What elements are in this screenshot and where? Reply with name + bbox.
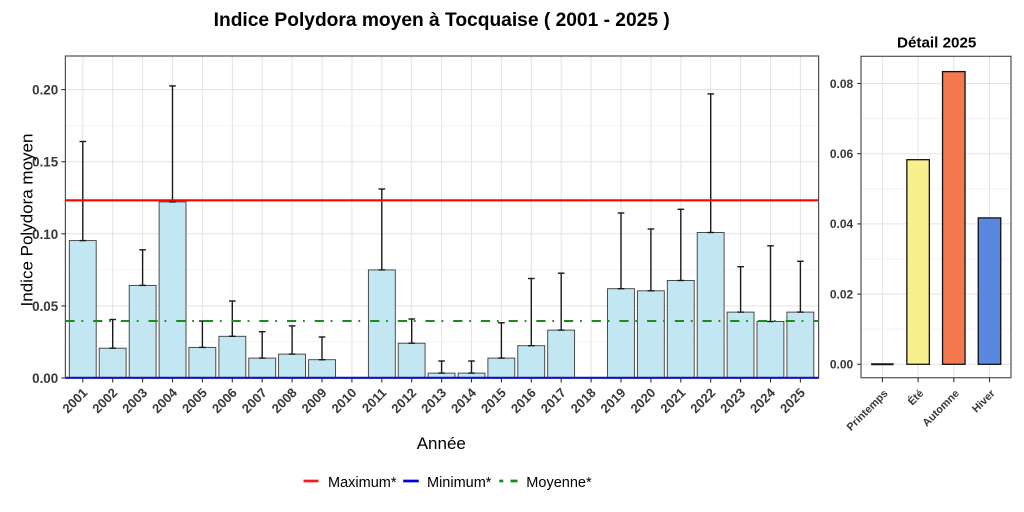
svg-text:0.08: 0.08 xyxy=(830,77,854,91)
svg-text:Maximum*: Maximum* xyxy=(328,475,397,491)
svg-text:0.04: 0.04 xyxy=(830,217,854,231)
svg-text:Minimum*: Minimum* xyxy=(427,475,492,491)
svg-text:Indice Polydora moyen: Indice Polydora moyen xyxy=(17,134,36,307)
svg-text:0.05: 0.05 xyxy=(32,299,59,314)
svg-text:Moyenne*: Moyenne* xyxy=(526,475,592,491)
svg-text:0.02: 0.02 xyxy=(830,287,854,301)
svg-text:0.00: 0.00 xyxy=(830,358,854,372)
svg-text:0.00: 0.00 xyxy=(32,371,58,386)
svg-text:0.06: 0.06 xyxy=(830,147,854,161)
svg-text:0.10: 0.10 xyxy=(32,227,58,242)
svg-text:Année: Année xyxy=(417,434,466,453)
svg-text:0.20: 0.20 xyxy=(32,83,58,98)
svg-text:0.15: 0.15 xyxy=(32,155,59,170)
svg-text:Indice Polydora moyen à Tocqua: Indice Polydora moyen à Tocquaise ( 2001… xyxy=(214,10,670,31)
svg-text:Détail 2025: Détail 2025 xyxy=(897,35,977,52)
